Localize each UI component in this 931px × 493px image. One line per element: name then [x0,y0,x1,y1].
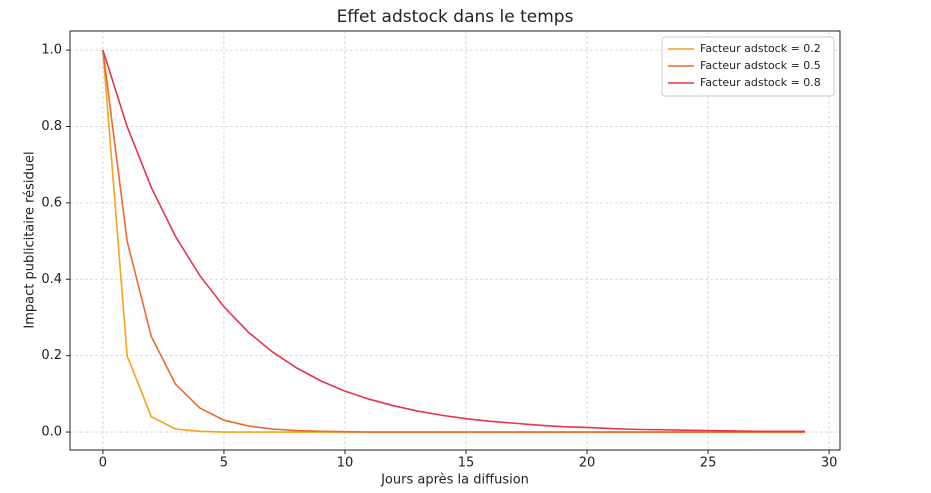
y-tick-label: 0.8 [41,119,62,134]
x-tick-label: 20 [579,456,596,471]
legend-label: Facteur adstock = 0.8 [700,76,821,89]
x-tick-label: 25 [700,456,717,471]
x-tick-label: 10 [337,456,354,471]
legend-label: Facteur adstock = 0.5 [700,59,821,72]
x-tick-label: 30 [821,456,838,471]
y-tick-label: 0.6 [41,195,62,210]
series-line [102,49,805,433]
x-tick-label: 0 [99,456,107,471]
legend-label: Facteur adstock = 0.2 [700,42,821,55]
y-tick-label: 0.4 [41,272,62,287]
series-line [102,50,805,433]
chart-title: Effet adstock dans le temps [337,7,574,27]
x-tick-label: 5 [220,456,228,471]
legend-box [661,36,835,97]
x-axis-label: Jours après la diffusion [380,473,529,488]
plot-frame [69,30,841,451]
series-line [102,49,805,433]
y-tick-label: 1.0 [41,43,62,58]
y-axis-label: Impact publicitaire résiduel [23,151,38,328]
y-tick-label: 0.0 [41,425,62,440]
lines [102,49,805,433]
x-tick-label: 15 [458,456,475,471]
y-tick-label: 0.2 [41,348,62,363]
